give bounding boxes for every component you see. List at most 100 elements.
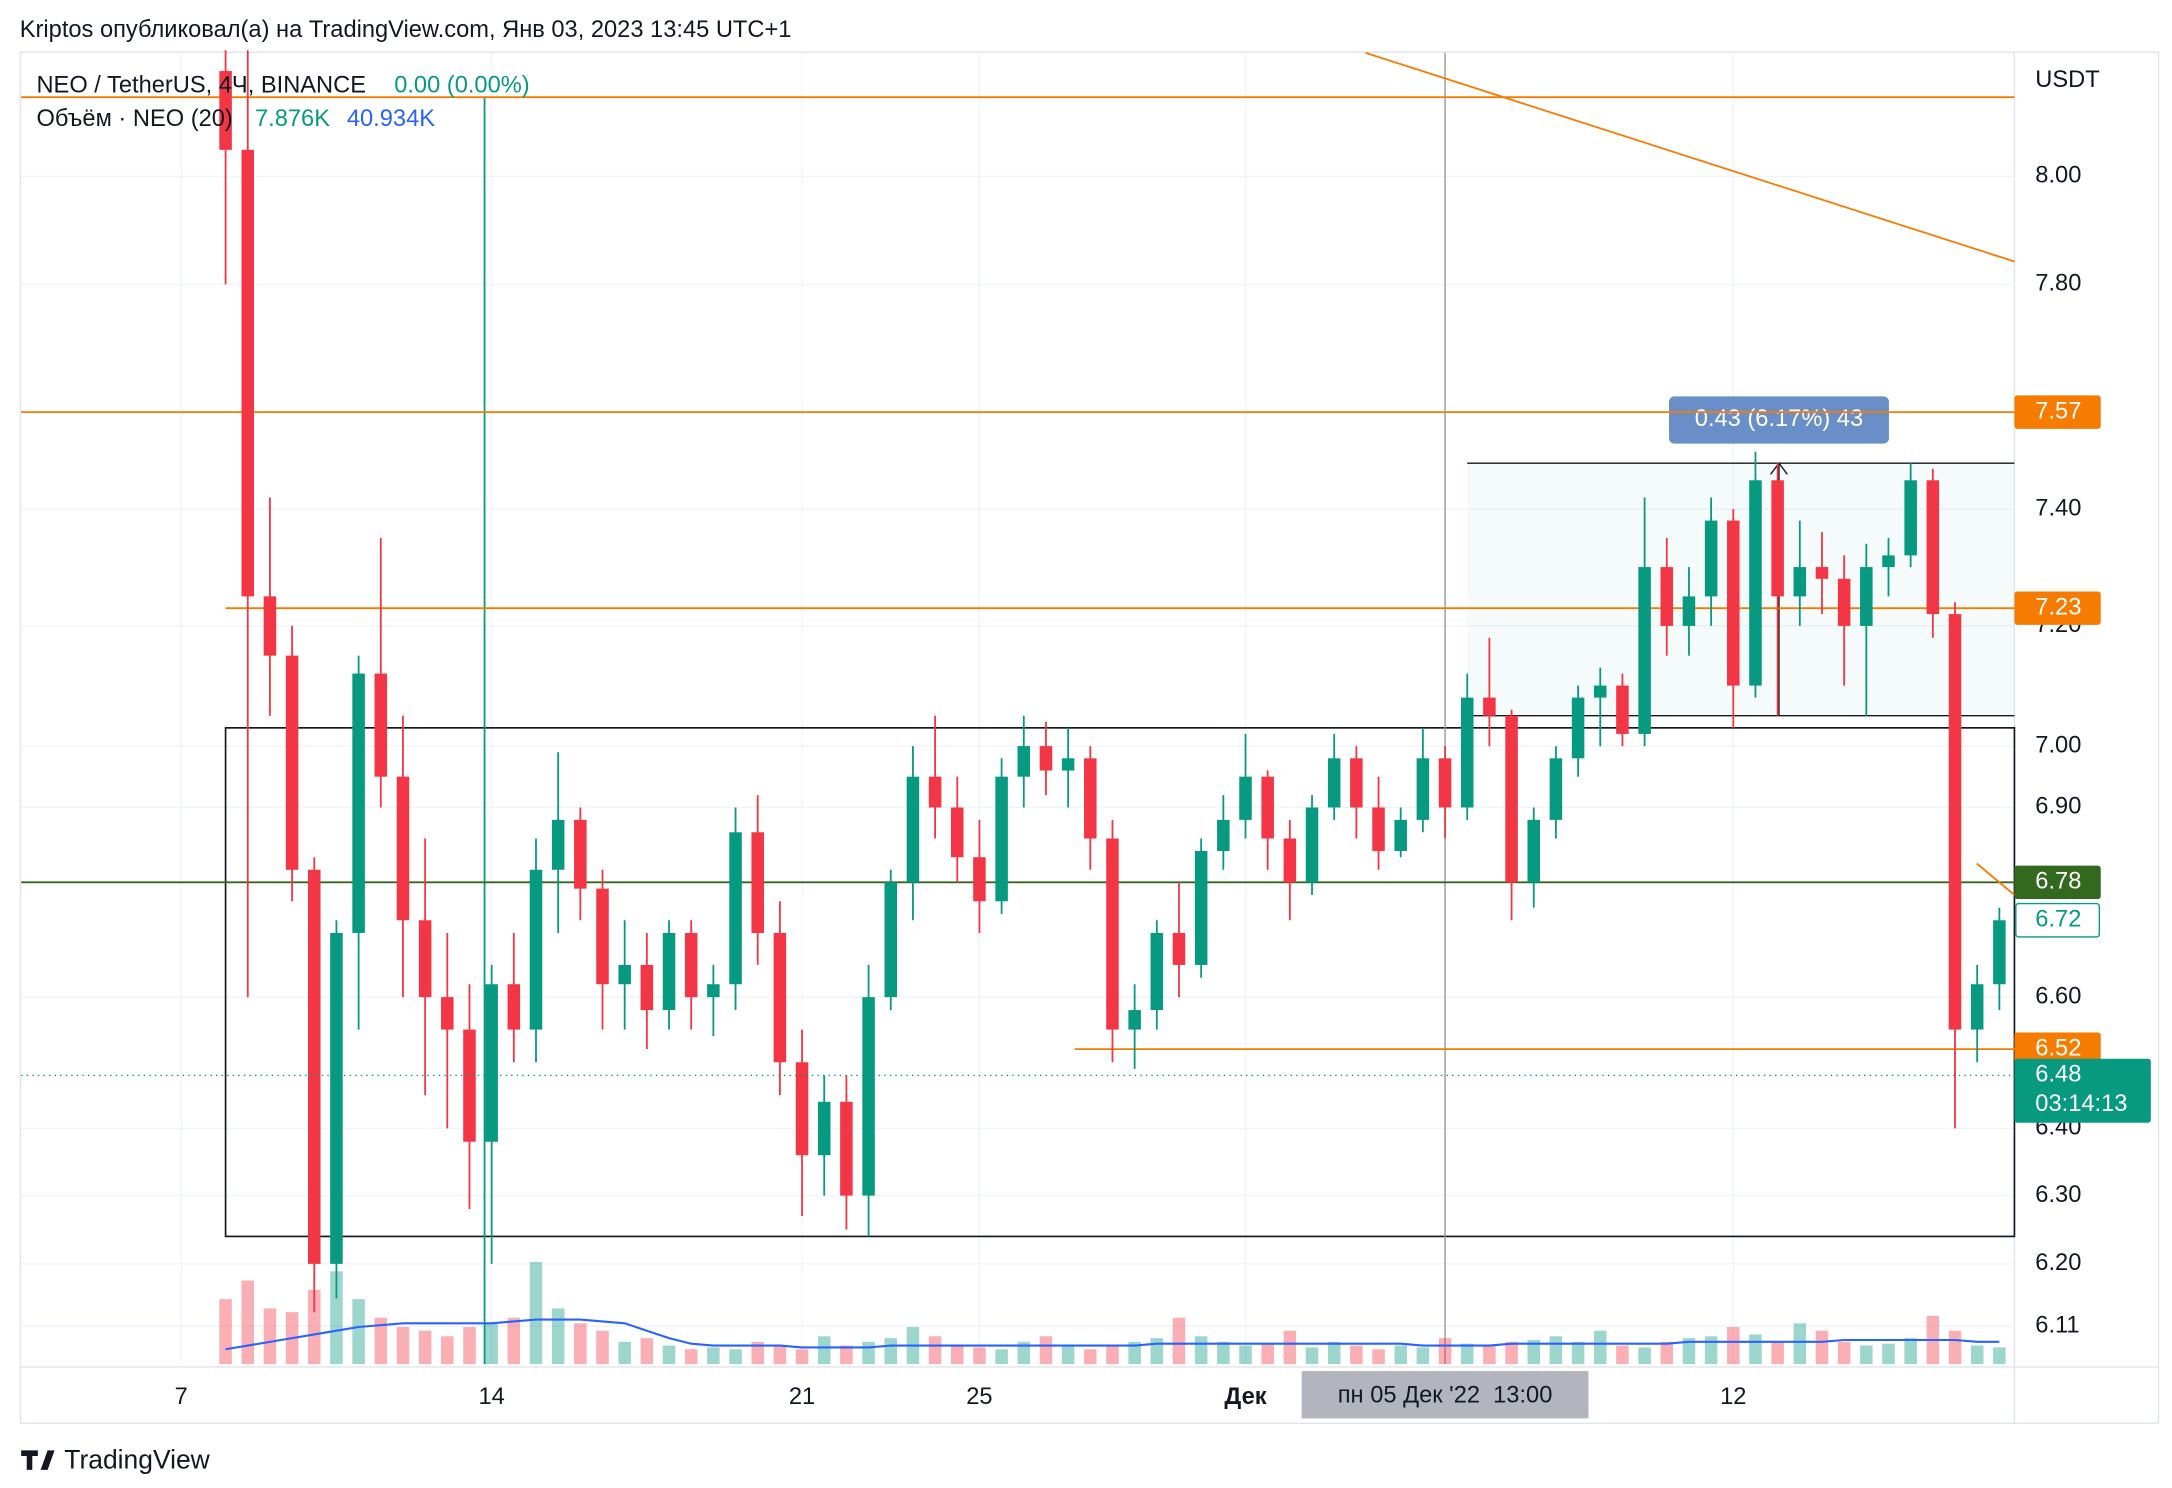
volume-bar <box>551 1308 565 1365</box>
candle-body <box>817 1101 831 1156</box>
axis: 6.116.206.306.406.606.907.007.207.407.80… <box>175 163 2151 1419</box>
volume-bar <box>1194 1336 1208 1365</box>
volume-bar <box>1283 1330 1297 1365</box>
volume-bar <box>973 1347 986 1365</box>
volume-bar <box>817 1336 831 1365</box>
volume-bar <box>263 1308 277 1365</box>
close-label: 6.72 <box>2035 907 2081 933</box>
candle-body <box>574 819 587 889</box>
frame <box>19 51 2160 1424</box>
x-tick-label: Дек <box>1224 1384 1266 1410</box>
grid <box>21 52 2015 1365</box>
volume-bar <box>1749 1334 1762 1365</box>
candle-body <box>219 71 232 150</box>
x-tick-label: 12 <box>1720 1384 1746 1410</box>
candle-body <box>1860 567 1873 626</box>
volume-bar <box>574 1323 587 1365</box>
volume-bar <box>418 1330 432 1365</box>
candle-body <box>773 932 787 1063</box>
candle-body <box>1350 758 1363 808</box>
level-tag <box>2014 395 2101 429</box>
candle-body <box>906 776 920 883</box>
candle-body <box>1460 697 1474 808</box>
candle-body <box>1527 819 1541 883</box>
volume-bar <box>374 1317 388 1365</box>
x-tick-label: 21 <box>789 1384 815 1410</box>
volume-bar <box>463 1326 476 1365</box>
volume-bar <box>396 1326 410 1365</box>
x-tick-label: 14 <box>478 1384 504 1410</box>
volume-bar <box>1571 1341 1585 1365</box>
candle-body <box>618 964 631 985</box>
volume-bar <box>1460 1343 1474 1365</box>
close-tag <box>2015 902 2101 938</box>
trend-line <box>1976 862 2016 896</box>
trend-line <box>1365 52 2015 263</box>
volume-bar <box>1416 1347 1430 1365</box>
level-label: 6.52 <box>2035 1035 2081 1061</box>
candle-body <box>374 673 388 777</box>
volume-bar <box>729 1349 742 1365</box>
candle-body <box>1416 758 1430 820</box>
volume-bar <box>1239 1345 1252 1365</box>
candle-body <box>1727 520 1740 686</box>
candle-body <box>1660 567 1674 626</box>
candle-body <box>1749 480 1762 686</box>
candle-body <box>1150 932 1164 1011</box>
candle-body <box>1239 776 1252 820</box>
candle-body <box>1793 567 1807 597</box>
candle-body <box>973 857 986 902</box>
volume-bar <box>1438 1338 1452 1365</box>
volume-bar <box>1372 1349 1385 1365</box>
candle-body <box>1593 685 1607 698</box>
candle-body <box>1882 555 1895 568</box>
volume-bar <box>1084 1349 1097 1365</box>
volume-ma-value: 40.934K <box>347 106 435 132</box>
volume-bar <box>1904 1338 1917 1365</box>
volume-bar <box>707 1347 720 1365</box>
brand: TradingView <box>64 1445 210 1475</box>
volume-bar <box>330 1271 343 1365</box>
volume-bar <box>884 1338 898 1365</box>
candle-body <box>1106 838 1119 1030</box>
volume-bar <box>995 1349 1008 1365</box>
y-tick-label: 6.60 <box>2035 983 2081 1009</box>
volume-bar <box>485 1323 498 1365</box>
candle-body <box>1682 596 1696 626</box>
candle-body <box>1039 746 1053 771</box>
volume-bar <box>1061 1345 1075 1365</box>
volume-bar <box>1771 1341 1784 1365</box>
candle-body <box>729 832 742 985</box>
volume-bar <box>352 1299 365 1365</box>
candle-body <box>596 888 609 985</box>
volume-bar <box>751 1341 764 1365</box>
volume-ma-line <box>225 1318 2000 1351</box>
volume-bar <box>219 1299 232 1365</box>
candle-body <box>928 776 942 808</box>
volume-bar <box>1350 1345 1363 1365</box>
candle-body <box>662 932 676 1011</box>
volume-bar <box>1150 1338 1164 1365</box>
volume-bar <box>1815 1330 1829 1365</box>
measure-label: 0.43 (6.17%) 43 <box>1695 406 1863 432</box>
volume-bar <box>241 1280 255 1365</box>
candle-body <box>707 984 720 998</box>
last-price-label: 6.48 <box>2035 1062 2081 1088</box>
volume-bar <box>1660 1341 1674 1365</box>
y-tick-label: 6.20 <box>2035 1250 2081 1276</box>
level-tag <box>2014 1032 2101 1066</box>
candle-body <box>640 964 654 1011</box>
volume-bar <box>1882 1343 1895 1365</box>
candle-body <box>418 920 432 998</box>
candle-body <box>1571 697 1585 759</box>
candle-body <box>840 1101 853 1196</box>
volume-bar <box>529 1262 543 1365</box>
candle-body <box>1438 758 1452 808</box>
volume-bar <box>862 1341 875 1365</box>
candle-body <box>684 932 698 998</box>
volume-bar <box>795 1349 809 1365</box>
volume-bar <box>1017 1341 1031 1365</box>
volume-bar <box>1527 1339 1541 1365</box>
x-tick-label: 25 <box>966 1384 992 1410</box>
candle-body <box>1327 758 1341 808</box>
